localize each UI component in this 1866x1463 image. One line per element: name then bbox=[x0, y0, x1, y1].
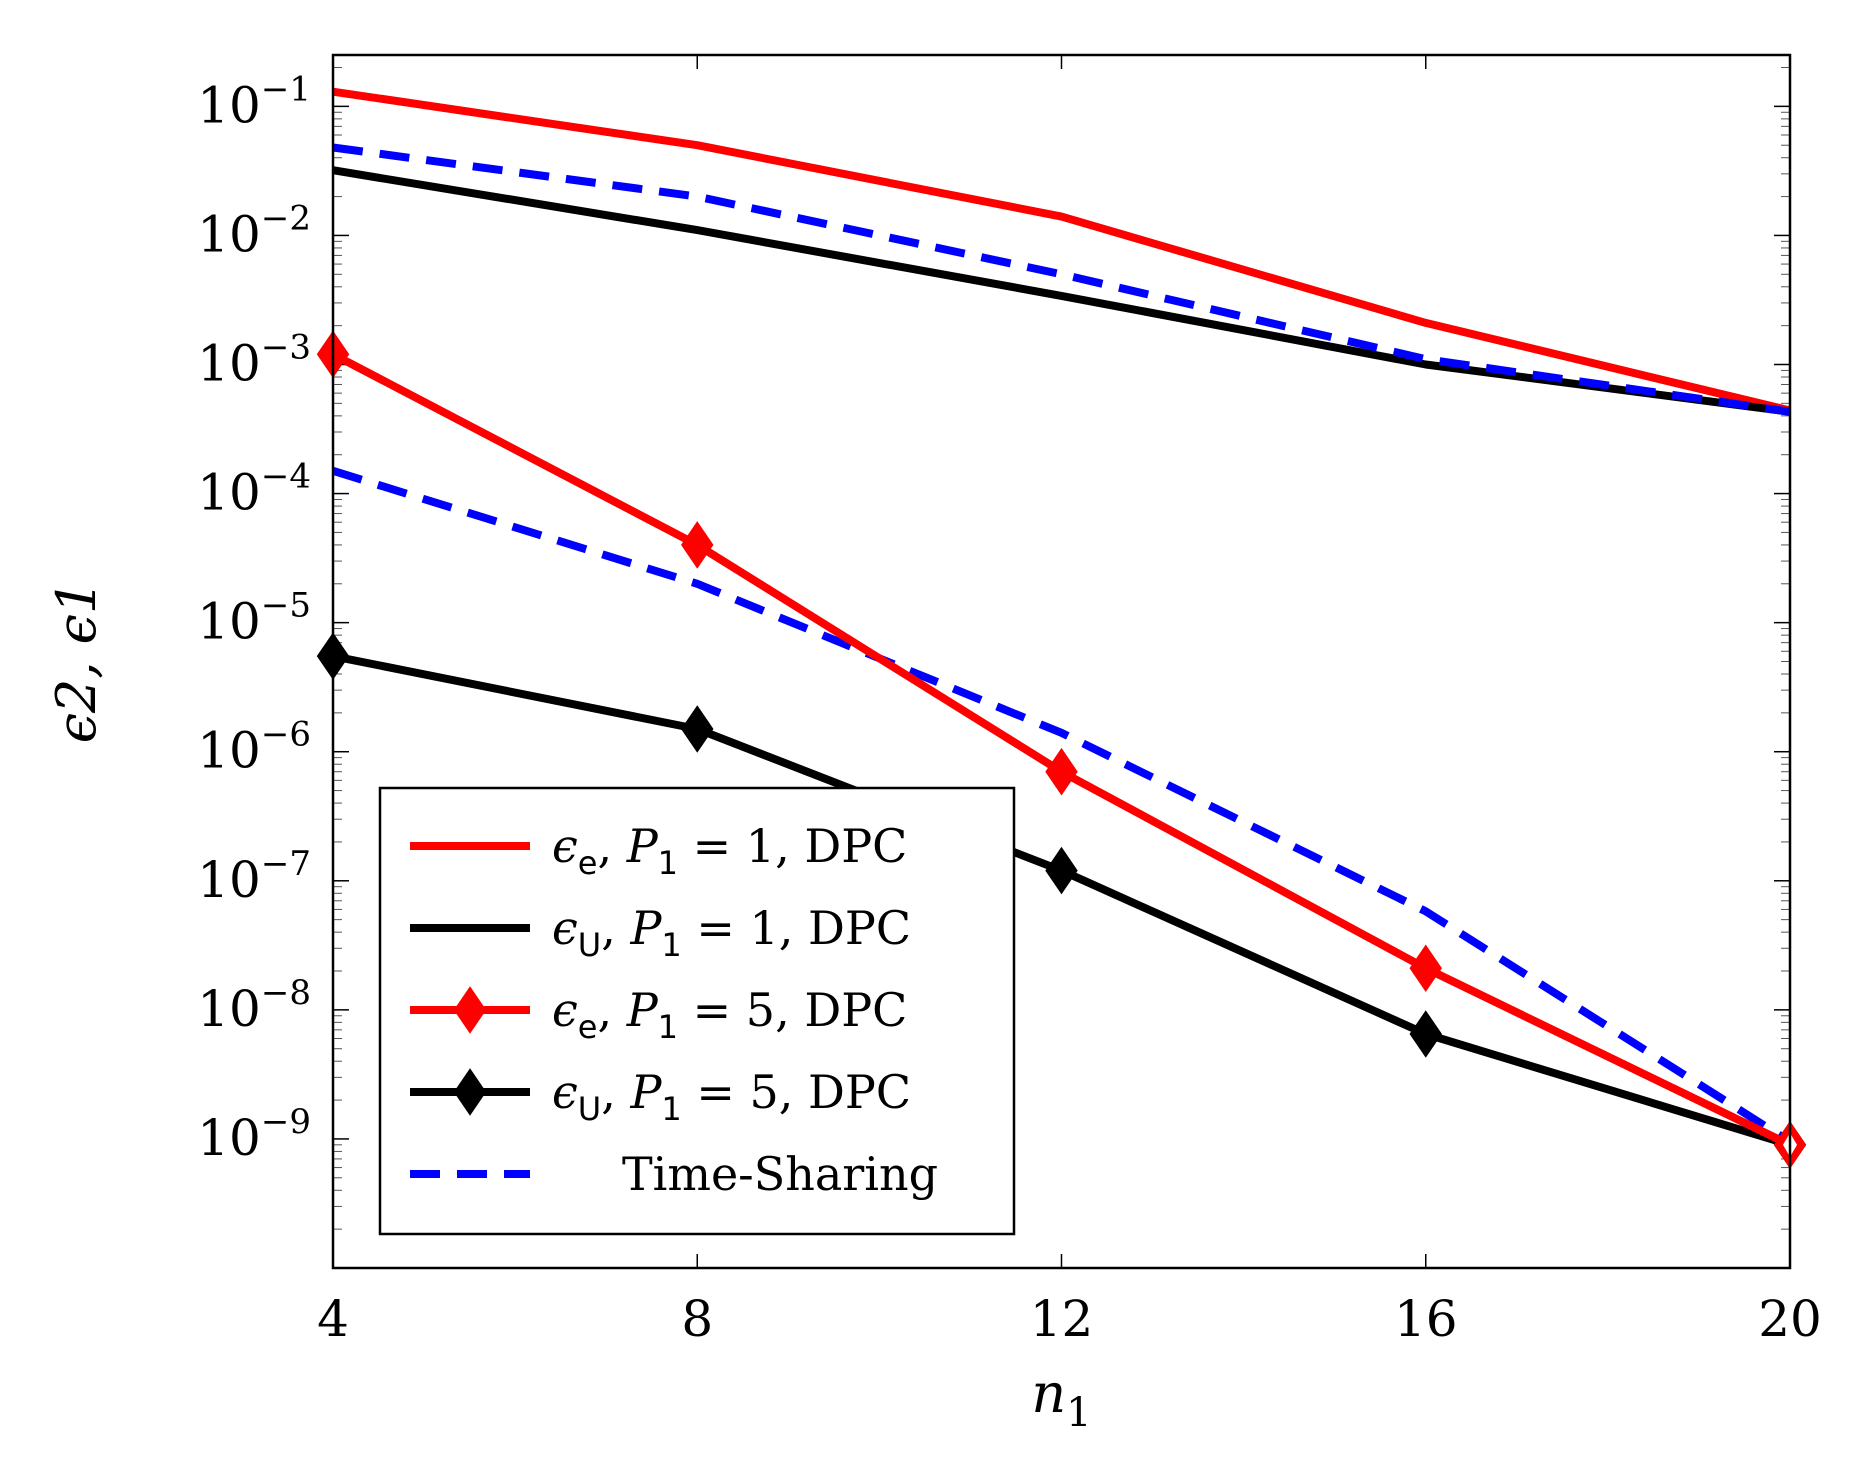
series-e-p5-marker bbox=[1409, 944, 1442, 993]
x-tick-label: 8 bbox=[681, 1290, 713, 1348]
x-tick-label: 12 bbox=[1030, 1290, 1094, 1348]
series-e-p1-line bbox=[332, 87, 1791, 415]
series-U-p5-marker bbox=[1045, 846, 1078, 895]
series-time-sharing-line bbox=[332, 143, 1791, 416]
series-e-p5-marker bbox=[1045, 747, 1078, 796]
y-axis-title: ϵ2, ϵ1 bbox=[45, 580, 108, 744]
plot-series bbox=[316, 87, 1807, 1169]
y-tick-label: 10−9 bbox=[197, 1102, 311, 1167]
x-axis-title: n1 bbox=[1031, 1362, 1091, 1436]
y-tick-label: 10−1 bbox=[197, 69, 311, 134]
legend-marker bbox=[453, 1068, 487, 1116]
legend-label: ϵe, P1 = 5, DPC bbox=[552, 983, 907, 1046]
series-time-sharing-line bbox=[331, 467, 1793, 1146]
y-tick-label: 10−6 bbox=[197, 715, 311, 780]
legend-label: Time-Sharing bbox=[622, 1147, 938, 1201]
y-tick-label: 10−2 bbox=[197, 198, 311, 263]
y-tick-label: 10−3 bbox=[197, 328, 311, 393]
legend: ϵe, P1 = 1, DPC ϵU, P1 = 1, DPC ϵe, P1 = 5… bbox=[378, 786, 1016, 1236]
series-U-p5-marker bbox=[681, 705, 714, 753]
y-tick-label: 10−5 bbox=[197, 586, 311, 651]
y-tick-label: 10−4 bbox=[197, 457, 311, 522]
y-tick-label: 10−7 bbox=[197, 844, 311, 909]
legend-label: ϵe, P1 = 1, DPC bbox=[552, 819, 907, 882]
legend-label: ϵU, P1 = 1, DPC bbox=[552, 901, 911, 964]
plot-frame bbox=[331, 53, 1792, 1270]
x-tick-label: 4 bbox=[317, 1290, 349, 1348]
y-tick-label: 10−8 bbox=[197, 973, 311, 1038]
legend-marker bbox=[453, 986, 487, 1034]
legend-label: ϵU, P1 = 5, DPC bbox=[552, 1065, 911, 1128]
series-U-p5-marker bbox=[1409, 1010, 1442, 1058]
x-tick-label: 20 bbox=[1758, 1290, 1822, 1348]
tick-labels: 4 8 12 16 20 10−1 10−2 10−3 10−4 10−5 10−6 10−7 10−8… bbox=[197, 69, 1822, 1348]
x-tick-label: 16 bbox=[1394, 1290, 1458, 1348]
series-e-p5-marker bbox=[681, 521, 714, 569]
